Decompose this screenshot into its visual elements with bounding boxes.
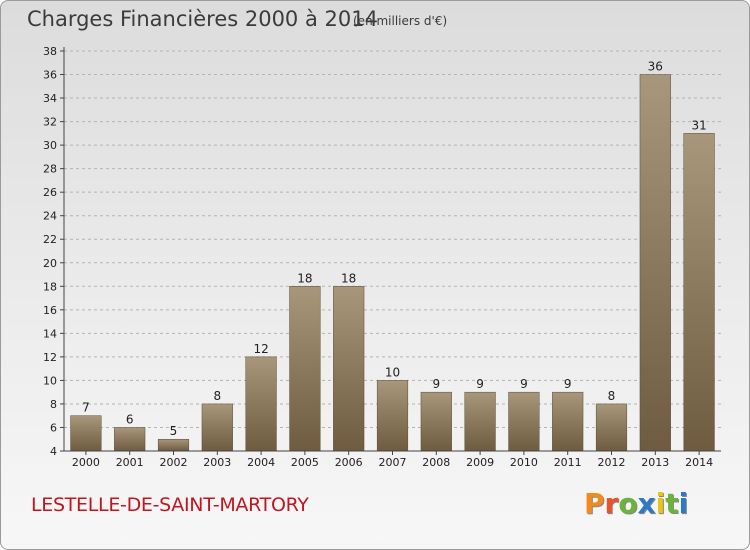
bar-2013	[639, 74, 671, 452]
y-tick-label: 22	[43, 233, 57, 246]
bar-2014	[683, 133, 715, 452]
proxiti-logo: Proxiti	[584, 487, 688, 520]
y-tick-label: 6	[50, 421, 57, 434]
bar-2012	[595, 403, 628, 452]
bar-2004	[245, 356, 277, 452]
bar-2002	[157, 438, 190, 452]
data-label: 36	[648, 60, 663, 74]
bar-2011	[552, 391, 584, 452]
x-tick-label: 2011	[554, 456, 582, 469]
y-tick-label: 16	[43, 304, 57, 317]
bar-2009	[464, 391, 496, 452]
x-tick-label: 2010	[510, 456, 538, 469]
y-tick-label: 10	[43, 374, 57, 387]
x-tick-label: 2013	[641, 456, 669, 469]
y-tick-label: 26	[43, 186, 57, 199]
logo-letter: P	[584, 487, 605, 520]
labels: 4 6 8 10 12 14 16 18 20 22 24 26 28 30 32 34 36 38 7 2000 6 2…	[43, 45, 713, 469]
axes	[60, 47, 721, 455]
data-label: 18	[341, 271, 356, 285]
y-tick-label: 32	[43, 116, 57, 129]
commune-name: LESTELLE-DE-SAINT-MARTORY	[31, 494, 309, 516]
data-label: 31	[691, 118, 706, 132]
bar-2003	[201, 403, 233, 452]
y-tick-label: 30	[43, 139, 57, 152]
x-tick-label: 2005	[291, 456, 319, 469]
data-label: 8	[608, 389, 616, 403]
data-label: 12	[253, 342, 268, 356]
y-tick-label: 20	[43, 257, 57, 270]
data-label: 10	[385, 365, 400, 379]
data-label: 5	[170, 424, 178, 438]
x-tick-label: 2003	[203, 456, 231, 469]
y-tick-label: 14	[43, 327, 57, 340]
y-tick-label: 8	[50, 398, 57, 411]
data-label: 9	[564, 377, 572, 391]
y-tick-label: 34	[43, 92, 57, 105]
data-label: 6	[126, 412, 134, 426]
y-tick-label: 38	[43, 45, 57, 58]
logo-letter: t	[665, 487, 679, 520]
x-tick-label: 2000	[72, 456, 100, 469]
logo-letter: i	[678, 487, 689, 520]
x-tick-label: 2001	[116, 456, 144, 469]
logo-letter: i	[655, 487, 666, 520]
data-label: 18	[297, 271, 312, 285]
bars	[70, 74, 715, 452]
bar-2001	[114, 427, 146, 452]
x-tick-label: 2014	[685, 456, 713, 469]
x-tick-label: 2004	[247, 456, 275, 469]
y-tick-label: 12	[43, 351, 57, 364]
x-tick-label: 2009	[466, 456, 494, 469]
logo-letter: r	[604, 487, 619, 520]
bar-2010	[508, 391, 540, 452]
bar-2000	[70, 415, 102, 452]
bar-2007	[376, 380, 409, 452]
y-tick-label: 28	[43, 163, 57, 176]
chart-subtitle: (en milliers d'€)	[353, 14, 448, 28]
data-label: 9	[520, 377, 528, 391]
y-tick-label: 24	[43, 210, 57, 223]
bar-2008	[420, 391, 452, 452]
x-tick-label: 2007	[379, 456, 407, 469]
x-tick-label: 2006	[335, 456, 363, 469]
x-tick-label: 2012	[598, 456, 626, 469]
y-tick-label: 36	[43, 69, 57, 82]
data-label: 9	[476, 377, 484, 391]
bar-2006	[333, 286, 365, 452]
y-tick-label: 4	[50, 445, 57, 458]
bar-2005	[289, 286, 321, 452]
x-tick-label: 2008	[422, 456, 450, 469]
logo-letter: o	[618, 487, 638, 520]
logo-letter: x	[637, 487, 656, 520]
data-label: 9	[432, 377, 440, 391]
chart-title: Charges Financières 2000 à 2014	[27, 7, 378, 31]
x-tick-label: 2002	[160, 456, 188, 469]
y-tick-label: 18	[43, 280, 57, 293]
data-label: 8	[213, 389, 221, 403]
data-label: 7	[82, 401, 90, 415]
